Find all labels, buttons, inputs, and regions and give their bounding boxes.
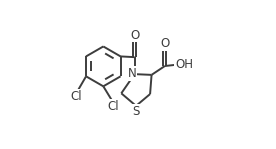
Text: S: S — [132, 105, 140, 118]
Text: O: O — [160, 37, 169, 50]
Text: N: N — [128, 67, 136, 80]
Text: OH: OH — [175, 58, 193, 71]
Text: Cl: Cl — [71, 90, 82, 103]
Text: O: O — [130, 28, 139, 42]
Text: Cl: Cl — [107, 100, 119, 113]
